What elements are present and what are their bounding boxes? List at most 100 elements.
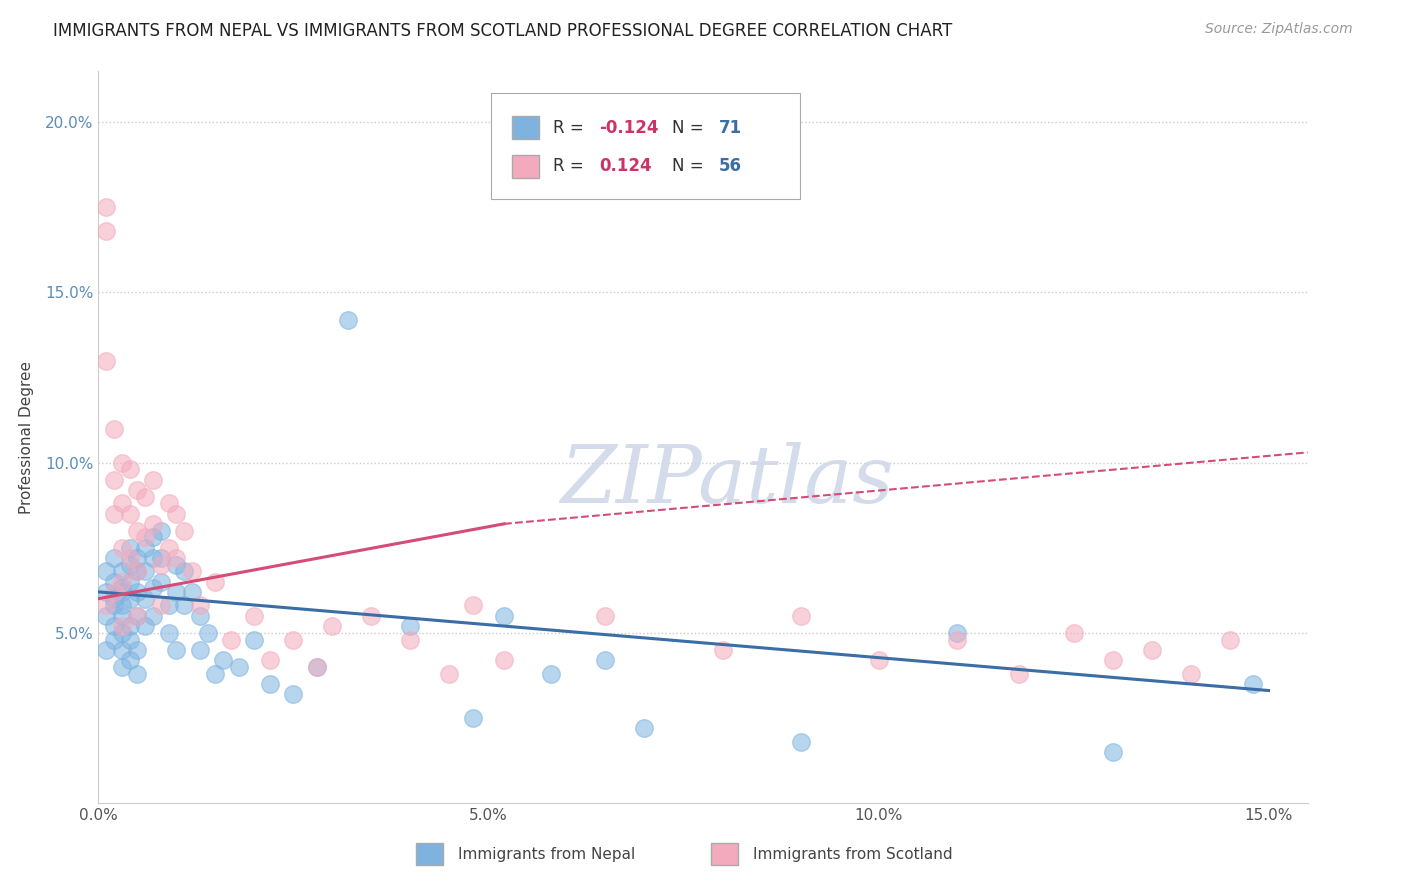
Point xyxy=(197,625,219,640)
Point xyxy=(134,541,156,555)
Point xyxy=(118,550,141,565)
Point xyxy=(118,507,141,521)
Point xyxy=(711,642,734,657)
Bar xyxy=(512,116,538,139)
Point xyxy=(142,608,165,623)
Point xyxy=(188,642,211,657)
Point xyxy=(188,599,211,613)
Point xyxy=(118,541,141,555)
Point xyxy=(96,642,118,657)
Bar xyxy=(416,843,443,865)
Point xyxy=(259,677,281,691)
Point xyxy=(945,625,967,640)
Text: R =: R = xyxy=(553,158,589,176)
Point xyxy=(157,541,180,555)
Point xyxy=(127,666,149,681)
Point xyxy=(243,608,266,623)
Point xyxy=(134,531,156,545)
Point xyxy=(181,565,204,579)
Point xyxy=(789,608,811,623)
Point xyxy=(111,496,134,510)
Point xyxy=(305,659,328,673)
Point xyxy=(111,456,134,470)
Point xyxy=(165,558,187,572)
Point xyxy=(134,565,156,579)
Bar xyxy=(711,843,738,865)
Point xyxy=(142,550,165,565)
Point xyxy=(127,608,149,623)
Point xyxy=(149,599,172,613)
Point xyxy=(165,550,187,565)
Point xyxy=(103,574,125,589)
Point xyxy=(1140,642,1163,657)
Point xyxy=(134,619,156,633)
Point xyxy=(149,574,172,589)
Point xyxy=(96,224,118,238)
Point xyxy=(173,565,195,579)
Point xyxy=(461,599,484,613)
Point xyxy=(111,599,134,613)
Point xyxy=(103,421,125,435)
Point xyxy=(305,659,328,673)
Text: N =: N = xyxy=(672,158,709,176)
Point xyxy=(111,659,134,673)
Point xyxy=(165,507,187,521)
Point xyxy=(1063,625,1085,640)
Point xyxy=(118,632,141,647)
Point xyxy=(157,496,180,510)
Point xyxy=(219,632,242,647)
Text: 71: 71 xyxy=(718,119,742,136)
Point xyxy=(157,599,180,613)
Point xyxy=(118,619,141,633)
Point xyxy=(142,516,165,531)
Point xyxy=(96,608,118,623)
Point xyxy=(228,659,250,673)
Point xyxy=(461,711,484,725)
Point xyxy=(173,599,195,613)
Y-axis label: Professional Degree: Professional Degree xyxy=(20,360,34,514)
Text: IMMIGRANTS FROM NEPAL VS IMMIGRANTS FROM SCOTLAND PROFESSIONAL DEGREE CORRELATIO: IMMIGRANTS FROM NEPAL VS IMMIGRANTS FROM… xyxy=(53,22,953,40)
Point xyxy=(134,591,156,606)
Point xyxy=(111,608,134,623)
Point xyxy=(243,632,266,647)
Point xyxy=(111,565,134,579)
Point xyxy=(157,625,180,640)
Point xyxy=(595,608,617,623)
Text: ZIPatlas: ZIPatlas xyxy=(561,442,894,520)
Point xyxy=(111,619,134,633)
Point xyxy=(540,666,562,681)
Point xyxy=(118,462,141,476)
Point xyxy=(868,653,890,667)
Point xyxy=(1101,745,1123,759)
Point xyxy=(494,608,516,623)
Point xyxy=(360,608,382,623)
Point xyxy=(111,574,134,589)
Point xyxy=(103,507,125,521)
Point xyxy=(103,619,125,633)
Point xyxy=(283,632,305,647)
Point xyxy=(1008,666,1031,681)
Point xyxy=(1241,677,1264,691)
Point xyxy=(127,565,149,579)
Point xyxy=(118,574,141,589)
Point xyxy=(1219,632,1241,647)
Point xyxy=(633,721,655,735)
Point xyxy=(103,591,125,606)
Text: Source: ZipAtlas.com: Source: ZipAtlas.com xyxy=(1205,22,1353,37)
Text: -0.124: -0.124 xyxy=(599,119,658,136)
Point xyxy=(127,524,149,538)
Point xyxy=(399,619,422,633)
Point xyxy=(595,653,617,667)
Point xyxy=(118,591,141,606)
Point xyxy=(103,599,125,613)
Text: R =: R = xyxy=(553,119,589,136)
Point xyxy=(96,201,118,215)
Point xyxy=(494,653,516,667)
Point xyxy=(283,687,305,701)
Point xyxy=(1180,666,1202,681)
Point xyxy=(337,312,360,326)
Point xyxy=(165,585,187,599)
Text: Immigrants from Nepal: Immigrants from Nepal xyxy=(457,847,634,862)
Point xyxy=(111,625,134,640)
Text: 0.124: 0.124 xyxy=(599,158,651,176)
